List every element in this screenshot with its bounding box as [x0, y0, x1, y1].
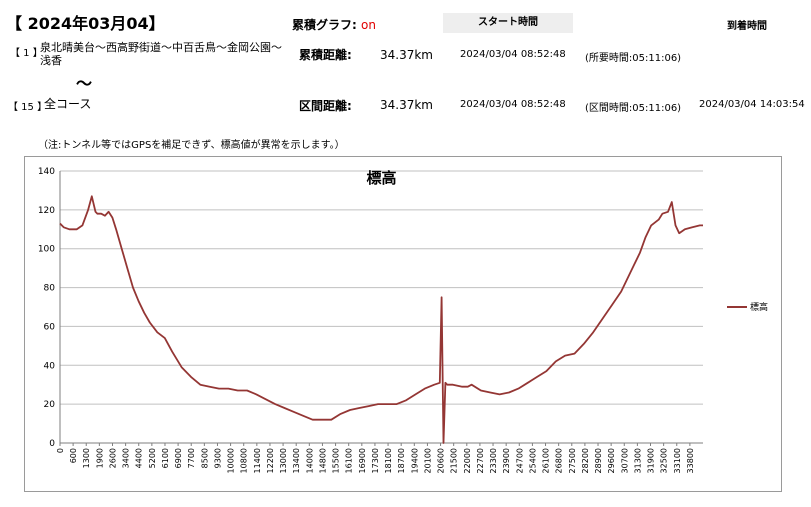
chart-title: 標高	[366, 169, 396, 187]
x-tick-label: 31900	[647, 448, 656, 473]
x-tick-label: 3400	[122, 448, 131, 468]
x-tick-label: 7700	[187, 448, 196, 468]
x-tick-label: 11400	[253, 448, 262, 473]
x-tick-label: 13000	[279, 448, 288, 473]
x-tick-label: 14000	[305, 448, 314, 473]
x-tick-label: 31300	[633, 448, 642, 473]
x-tick-label: 18700	[397, 448, 406, 473]
x-tick-label: 23900	[502, 448, 511, 473]
x-tick-label: 23300	[489, 448, 498, 473]
elevation-series-line	[59, 195, 703, 444]
x-tick-label: 22700	[476, 448, 485, 473]
x-tick-label: 27500	[568, 448, 577, 473]
segment-route-name: 泉北晴美台～西高野街道～中百舌鳥～金岡公園～浅香	[40, 41, 282, 67]
graph-toggle[interactable]: 累積グラフ: on	[292, 16, 376, 33]
x-tick-label: 29600	[607, 448, 616, 473]
arrival-time-label: 到着時間	[727, 21, 767, 32]
segment-duration: (所要時間:05:11:06)	[585, 53, 682, 64]
x-tick-label: 14800	[318, 448, 327, 473]
x-tick-label: 30700	[620, 448, 629, 473]
elevation-chart: 0 20 40 60 80 100 120 140 0 600 1300 1900 2600 3400 44…	[24, 156, 782, 492]
start-time-button[interactable]: スタート時間	[443, 13, 573, 33]
x-tick-label: 12200	[266, 448, 275, 473]
section-distance-value: 34.37km	[380, 98, 433, 112]
y-tick-label: 120	[38, 206, 55, 216]
x-tick-label: 2600	[108, 448, 117, 468]
x-tick-label: 25400	[528, 448, 537, 473]
x-tick-label: 0	[56, 448, 65, 453]
x-tick-label: 600	[69, 448, 78, 463]
date-header: 【 2024年03月04】	[6, 14, 165, 33]
y-tick-label: 100	[38, 245, 55, 255]
x-tick-label: 26800	[555, 448, 564, 473]
x-tick-label: 16100	[345, 448, 354, 473]
x-tick-label: 20600	[437, 448, 446, 473]
y-tick-label: 40	[44, 361, 56, 371]
x-tick-label: 15500	[332, 448, 341, 473]
x-tick-label: 8500	[200, 448, 209, 468]
x-tick-label: 19400	[410, 448, 419, 473]
x-tick-label: 5200	[148, 448, 157, 468]
x-tick-label: 10800	[240, 448, 249, 473]
graph-toggle-label: 累積グラフ:	[292, 18, 357, 32]
x-tick-label: 28900	[594, 448, 603, 473]
segment-number: 【 15 】	[8, 102, 48, 113]
x-tick-label: 20100	[423, 448, 432, 473]
x-tick-label: 21500	[450, 448, 459, 473]
segment-start-time: 2024/03/04 08:52:48	[460, 49, 566, 60]
y-tick-label: 20	[44, 400, 56, 410]
x-tick-label: 26100	[542, 448, 551, 473]
section-arrival-time: 2024/03/04 14:03:54	[699, 99, 805, 110]
y-tick-label: 140	[38, 167, 55, 177]
cumulative-distance-label: 累積距離:	[299, 48, 352, 62]
y-tick-label: 60	[44, 322, 56, 332]
x-tick-label: 17300	[371, 448, 380, 473]
section-distance-label: 区間距離:	[299, 99, 352, 113]
y-tick-label: 80	[44, 284, 56, 294]
x-tick-label: 10000	[227, 448, 236, 473]
x-tick-label: 6900	[174, 448, 183, 468]
y-tick-label: 0	[49, 439, 55, 449]
section-start-time: 2024/03/04 08:52:48	[460, 99, 566, 110]
segment-route-name: 全コース	[44, 97, 92, 111]
segment-number: 【 1 】	[10, 48, 43, 59]
x-tick-label: 16900	[358, 448, 367, 473]
x-tick-label: 1300	[82, 448, 91, 468]
x-tick-label: 9300	[213, 448, 222, 468]
x-tick-label: 33100	[673, 448, 682, 473]
x-tick-label: 18100	[384, 448, 393, 473]
x-tick-label: 4400	[135, 448, 144, 468]
cumulative-distance-value: 34.37km	[380, 48, 433, 62]
x-tick-label: 33800	[686, 448, 695, 473]
x-tick-label: 1900	[95, 448, 104, 468]
section-duration: (区間時間:05:11:06)	[585, 103, 682, 114]
x-tick-label: 24700	[515, 448, 524, 473]
x-tick-label: 32500	[660, 448, 669, 473]
x-tick-label: 28200	[581, 448, 590, 473]
tilde-separator: ～	[76, 74, 93, 93]
x-tick-label: 6100	[161, 448, 170, 468]
x-tick-label: 22000	[463, 448, 472, 473]
graph-toggle-state[interactable]: on	[361, 18, 376, 32]
gps-note: （注:トンネル等ではGPSを補足できず、標高値が異常を示します。）	[38, 140, 345, 151]
legend-label: 標高	[750, 301, 768, 313]
elevation-chart-svg: 0 20 40 60 80 100 120 140 0 600 1300 1900 2600 3400 44…	[38, 167, 768, 473]
x-tick-label: 13400	[292, 448, 301, 473]
